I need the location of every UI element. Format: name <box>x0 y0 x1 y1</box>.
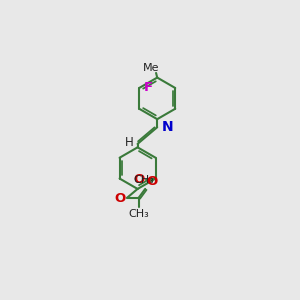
Text: F: F <box>143 81 152 94</box>
Text: O: O <box>147 175 158 188</box>
Text: Me: Me <box>143 63 160 73</box>
Text: O: O <box>134 173 145 186</box>
Text: CH₃: CH₃ <box>134 175 154 185</box>
Text: H: H <box>125 136 134 148</box>
Text: O: O <box>115 192 126 205</box>
Text: N: N <box>161 120 173 134</box>
Text: CH₃: CH₃ <box>128 209 149 219</box>
